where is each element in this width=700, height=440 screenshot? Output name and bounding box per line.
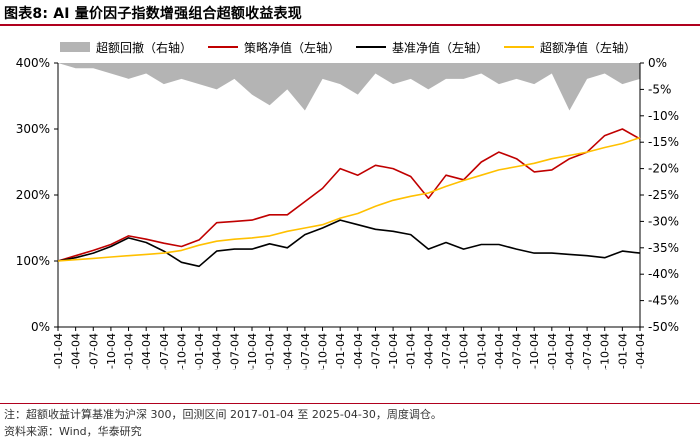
title-rule [0,24,700,26]
chart: 超额回撤（右轴） 策略净值（左轴） 基准净值（左轴） 超额净值（左轴） 0% 100% 2… [16,40,679,370]
x-tick-label: 2019-01-04 [193,333,206,370]
x-tick-label: 2024-10-04 [599,333,612,370]
right-tick-label: -35% [648,241,679,255]
drawdown-area-layer [58,63,640,111]
x-tick-label: 2024-07-04 [581,333,594,370]
footer-rule [0,403,700,404]
footer-source: 资料来源：Wind，华泰研究 [4,425,142,438]
left-tick-label: 0% [31,320,50,334]
x-tick-label: 2023-04-04 [493,333,506,370]
series-line-1 [57,128,641,262]
x-tick-label: 2019-10-04 [246,333,259,370]
right-tick-label: 0% [648,56,667,70]
x-tick-label: 2022-10-04 [458,333,471,370]
x-tick-label: 2020-01-04 [264,333,277,370]
footer-note: 注：超额收益计算基准为沪深 300，回测区间 2017-01-04 至 2025… [4,408,442,421]
x-tick-label: 2017-01-04 [52,333,65,370]
x-tick-label: 2021-10-04 [387,333,400,370]
x-tick-label: 2018-10-04 [175,333,188,370]
series-lines-layer [57,128,641,268]
left-tick-label: 100% [16,254,50,268]
chart-title: 图表8: AI 量价因子指数增强组合超额收益表现 [4,6,302,22]
x-tick-label: 2021-04-04 [352,333,365,370]
series-line-3 [57,136,641,262]
right-tick-label: -10% [648,109,679,123]
x-tick-label: 2018-01-04 [123,333,136,370]
right-tick-label: -30% [648,214,679,228]
x-tick-label: 2019-07-04 [228,333,241,370]
legend-label: 策略净值（左轴） [244,40,340,55]
x-tick-label: 2022-07-04 [440,333,453,370]
x-tick-label: 2021-01-04 [334,333,347,370]
x-tick-label: 2025-01-04 [616,333,629,370]
x-tick-label: 2020-10-04 [317,333,330,370]
x-tick-label: 2025-04-04 [634,333,647,370]
right-tick-label: -20% [648,162,679,176]
x-tick-label: 2018-07-04 [158,333,171,370]
right-tick-label: -5% [648,82,671,96]
left-tick-label: 200% [16,188,50,202]
x-tick-label: 2020-04-04 [281,333,294,370]
x-tick-label: 2020-07-04 [299,333,312,370]
right-tick-label: -25% [648,188,679,202]
x-tick-label: 2023-07-04 [511,333,524,370]
legend-label: 基准净值（左轴） [392,40,488,55]
axes: 0% 100% 200% 300% 400% 0% -5% -10% -15% -20% -25% -… [16,56,679,370]
x-tick-label: 2023-01-04 [475,333,488,370]
legend-label: 超额净值（左轴） [540,40,636,55]
x-tick-label: 2017-10-04 [105,333,118,370]
right-tick-label: -15% [648,135,679,149]
x-tick-label: 2017-07-04 [87,333,100,370]
x-tick-label: 2024-04-04 [563,333,576,370]
x-tick-label: 2022-01-04 [405,333,418,370]
x-tick-label: 2023-10-04 [528,333,541,370]
legend: 超额回撤（右轴） 策略净值（左轴） 基准净值（左轴） 超额净值（左轴） [60,40,636,55]
x-tick-label: 2024-01-04 [546,333,559,370]
right-tick-label: -50% [648,320,679,334]
legend-swatch [60,42,90,52]
x-tick-label: 2017-04-04 [70,333,83,370]
right-tick-label: -45% [648,294,679,308]
x-tick-label: 2019-04-04 [211,333,224,370]
legend-label: 超额回撤（右轴） [96,40,192,55]
drawdown-area [58,63,640,111]
left-tick-label: 300% [16,122,50,136]
left-tick-label: 400% [16,56,50,70]
x-tick-label: 2021-07-04 [369,333,382,370]
x-tick-label: 2018-04-04 [140,333,153,370]
x-tick-label: 2022-04-04 [422,333,435,370]
right-tick-label: -40% [648,267,679,281]
series-line-2 [57,219,641,268]
